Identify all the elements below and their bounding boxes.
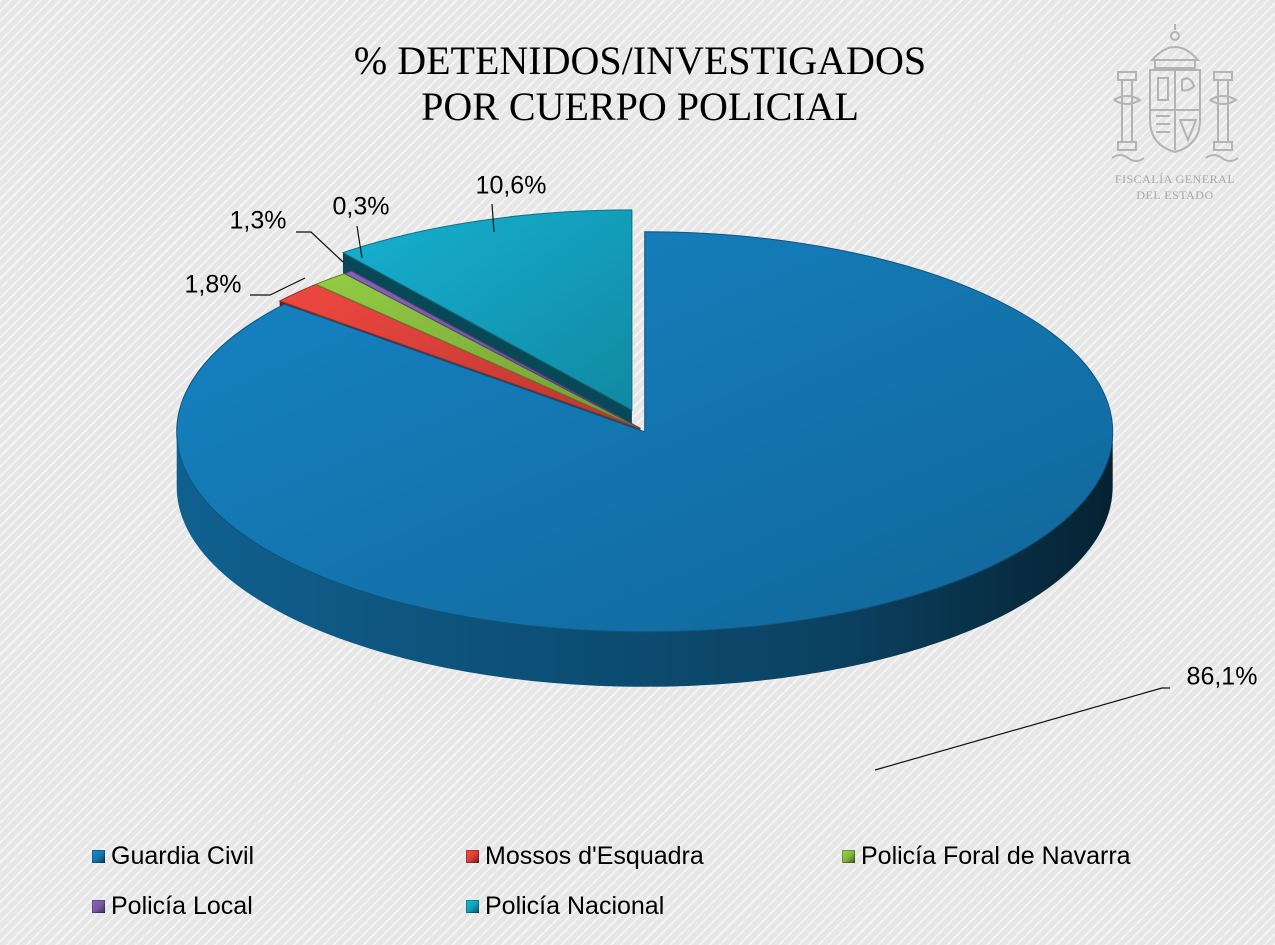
legend-label-guardia-civil: Guardia Civil — [111, 842, 255, 870]
leader-line-policia-nacional — [491, 203, 495, 233]
legend-item-policia-nacional: Policía Nacional — [466, 892, 664, 921]
fiscalia-watermark: FISCALÍA GENERAL DEL ESTADO — [1100, 20, 1250, 210]
legend-swatch-mossos-d-esquadra — [466, 850, 479, 863]
legend-label-mossos-d-esquadra: Mossos d'Esquadra — [485, 842, 704, 870]
legend-swatch-guardia-civil — [92, 850, 105, 863]
leader-line-guardia-civil — [874, 687, 1170, 771]
slice-guardia-civil — [176, 231, 1114, 633]
legend-item-policia-local: Policía Local — [92, 892, 253, 921]
legend-swatch-policia-foral-de-navarra — [842, 850, 855, 863]
leader-line-policia-local — [356, 225, 363, 259]
data-label-policia-nacional: 10,6% — [476, 172, 547, 200]
data-label-policia-foral-de-navarra: 1,3% — [230, 207, 287, 235]
watermark-org-line-2: DEL ESTADO — [1136, 188, 1214, 202]
legend-swatch-policia-local — [92, 900, 105, 913]
legend-item-mossos-d-esquadra: Mossos d'Esquadra — [466, 842, 704, 871]
legend-label-policia-foral-de-navarra: Policía Foral de Navarra — [861, 842, 1131, 870]
data-label-policia-local: 0,3% — [333, 193, 390, 221]
chart-title: % DETENIDOS/INVESTIGADOS POR CUERPO POLI… — [240, 38, 1040, 130]
data-label-mossos-d-esquadra: 1,8% — [185, 271, 242, 299]
coat-of-arms-icon — [1111, 24, 1239, 162]
data-label-guardia-civil: 86,1% — [1187, 663, 1258, 691]
legend-label-policia-nacional: Policía Nacional — [485, 892, 665, 920]
chart-title-line-1: % DETENIDOS/INVESTIGADOS — [353, 38, 927, 83]
legend-swatch-policia-nacional — [466, 900, 479, 913]
chart-title-line-2: POR CUERPO POLICIAL — [421, 84, 859, 129]
watermark-org-line-1: FISCALÍA GENERAL — [1114, 172, 1236, 186]
slice-rim-guardia-civil — [176, 431, 1113, 687]
slice-policia-local — [343, 270, 641, 429]
legend-item-guardia-civil: Guardia Civil — [92, 842, 254, 871]
legend-item-policia-foral-de-navarra: Policía Foral de Navarra — [842, 842, 1131, 871]
leader-line-mossos-d-esquadra — [250, 277, 306, 296]
leader-line-policia-foral-de-navarra — [296, 231, 344, 263]
legend-label-policia-local: Policía Local — [111, 892, 253, 920]
slice-policia-nacional — [341, 209, 633, 411]
